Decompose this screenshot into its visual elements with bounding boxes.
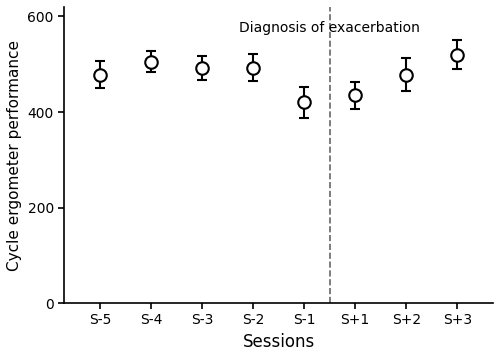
X-axis label: Sessions: Sessions	[242, 333, 315, 351]
Text: Diagnosis of exacerbation: Diagnosis of exacerbation	[240, 21, 420, 35]
Y-axis label: Cycle ergometer performance: Cycle ergometer performance	[7, 39, 22, 271]
